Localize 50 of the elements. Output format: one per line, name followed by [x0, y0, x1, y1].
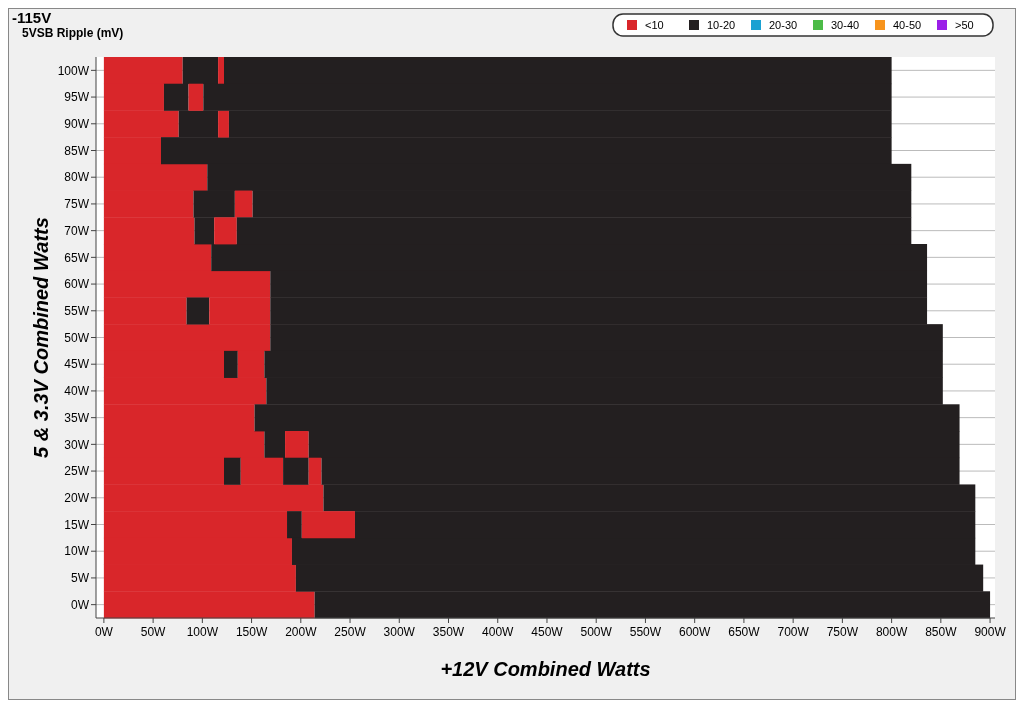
- x-tick-label: 350W: [432, 625, 465, 639]
- chart-title: -115V: [12, 9, 52, 26]
- x-tick-label: 450W: [531, 625, 564, 639]
- y-tick-label: 85W: [64, 143, 90, 158]
- y-tick-label: 40W: [64, 384, 90, 399]
- y-tick-label: 100W: [57, 63, 90, 78]
- x-tick-label: 100W: [186, 625, 219, 639]
- x-tick-label: 300W: [383, 625, 416, 639]
- y-axis-title: 5 & 3.3V Combined Watts: [30, 217, 52, 458]
- y-tick-label: 75W: [64, 197, 90, 212]
- x-tick-label: 700W: [777, 625, 810, 639]
- x-tick-label: 850W: [925, 625, 958, 639]
- x-tick-label: 800W: [875, 625, 908, 639]
- x-axis-title: +12V Combined Watts: [440, 658, 651, 680]
- x-tick-label: 500W: [580, 625, 613, 639]
- y-tick-label: 10W: [64, 544, 90, 559]
- y-tick-label: 25W: [64, 464, 90, 479]
- x-tick-label: 900W: [974, 625, 1007, 639]
- y-tick-label: 0W: [71, 597, 90, 612]
- legend-label: 40-50: [893, 19, 922, 31]
- chart-subtitle: 5VSB Ripple (mV): [22, 26, 124, 40]
- legend-label: >50: [955, 19, 974, 31]
- x-tick-label: 550W: [629, 625, 662, 639]
- y-tick-label: 70W: [64, 223, 90, 238]
- x-tick-label: 750W: [826, 625, 859, 639]
- y-tick-label: 15W: [64, 517, 90, 532]
- y-tick-label: 65W: [64, 250, 90, 265]
- x-tick-label: 50W: [140, 625, 167, 639]
- y-tick-label: 45W: [64, 357, 90, 372]
- legend-label: <10: [645, 19, 664, 31]
- y-tick-label: 20W: [64, 490, 90, 505]
- y-tick-label: 30W: [64, 437, 90, 452]
- y-tick-label: 60W: [64, 277, 90, 292]
- legend-label: 30-40: [831, 19, 860, 31]
- y-tick-label: 95W: [64, 90, 90, 105]
- y-tick-label: 80W: [64, 170, 90, 185]
- legend-label: 10-20: [707, 19, 736, 31]
- y-tick-label: 50W: [64, 330, 90, 345]
- x-tick-label: 650W: [728, 625, 761, 639]
- x-tick-label: 200W: [285, 625, 318, 639]
- x-tick-label: 600W: [679, 625, 712, 639]
- x-tick-label: 150W: [235, 625, 268, 639]
- x-tick-label: 250W: [334, 625, 367, 639]
- legend-label: 20-30: [769, 19, 798, 31]
- x-tick-label: 0W: [94, 625, 114, 639]
- y-tick-label: 55W: [64, 303, 90, 318]
- y-tick-label: 90W: [64, 116, 90, 131]
- y-tick-label: 5W: [71, 571, 90, 586]
- x-tick-label: 400W: [482, 625, 515, 639]
- y-tick-label: 35W: [64, 410, 90, 425]
